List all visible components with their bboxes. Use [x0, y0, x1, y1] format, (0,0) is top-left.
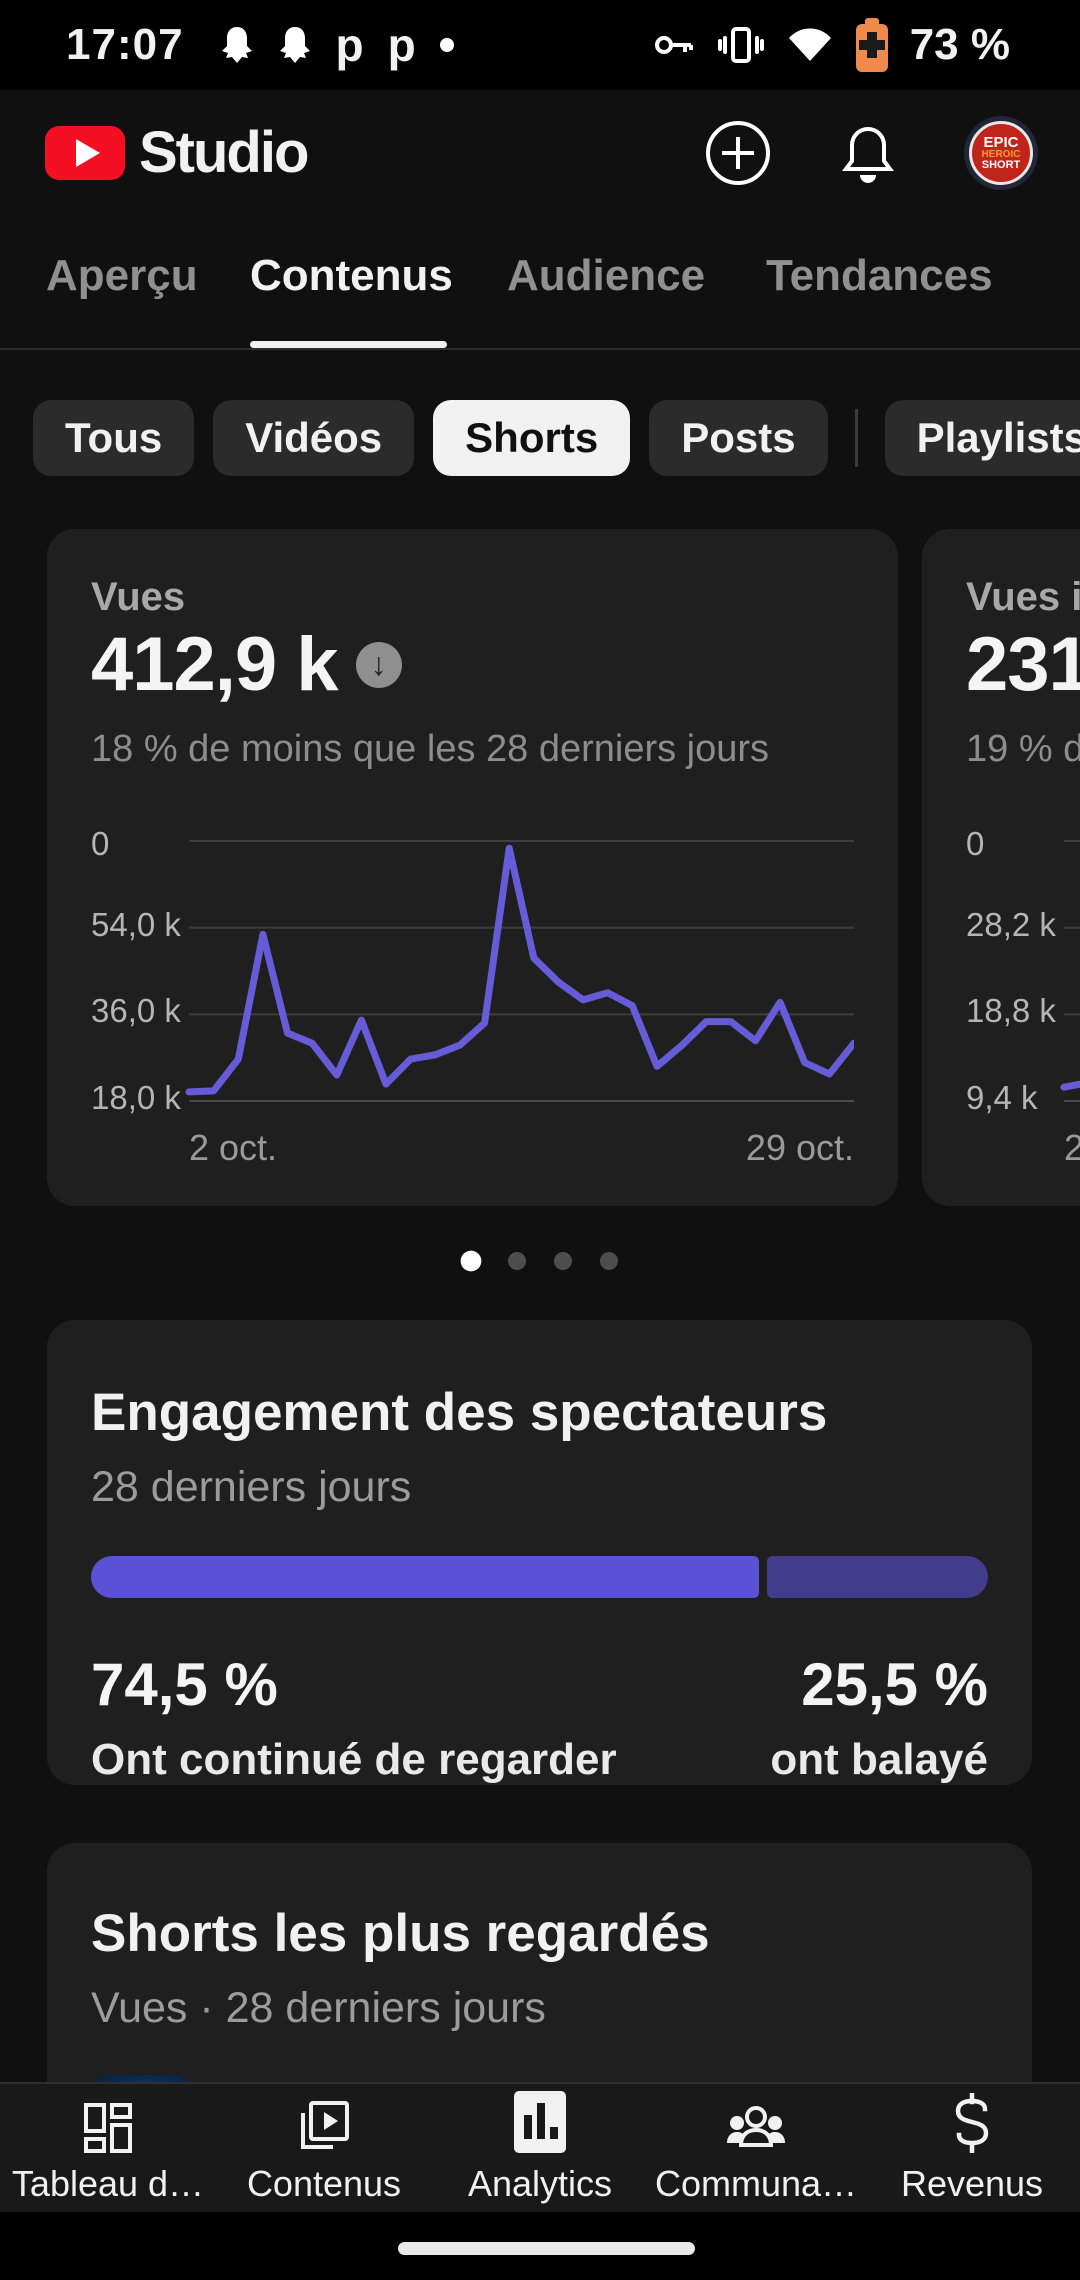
battery-percentage: 73 % [909, 20, 1010, 69]
snapchat-ghost-icon [221, 27, 252, 63]
pagination-dot[interactable] [508, 1252, 526, 1270]
nav-item-contenus[interactable]: Contenus [216, 2084, 432, 2212]
channel-avatar[interactable]: EPIC HEROIC SHORT [964, 115, 1038, 190]
dot-notification-icon [439, 38, 454, 52]
status-bar-system-icons: 73 % [652, 0, 1010, 90]
x-axis-end-label: 29 oct. [745, 1127, 854, 1168]
chip-posts[interactable]: Posts [649, 400, 828, 476]
x-axis-start-label: 2 [1064, 1127, 1080, 1168]
views-metric-card[interactable]: Vues 412,9 k ↓ 18 % de moins que les 28 … [47, 529, 898, 1206]
metric-value: 412,9 k [91, 622, 339, 707]
wifi-icon [788, 28, 831, 61]
notification-icons: p p [220, 22, 454, 68]
pagination-dot[interactable] [600, 1252, 618, 1270]
engagement-subtitle: 28 derniers jours [91, 1463, 412, 1511]
chip-tous[interactable]: Tous [33, 400, 195, 476]
metric-value: 231 [966, 622, 1080, 707]
battery-saver-icon [855, 18, 888, 72]
key-icon [654, 36, 693, 54]
swiped-percentage: 25,5 % [801, 1651, 988, 1718]
engagement-title: Engagement des spectateurs [91, 1383, 828, 1442]
top-shorts-subtitle: Vues · 28 derniers jours [91, 1984, 546, 2032]
analytics-icon-active [514, 2091, 566, 2153]
y-axis-tick: 18,0 k [91, 1079, 181, 1116]
youtube-logo-icon [45, 125, 125, 180]
pagination-dot[interactable] [554, 1252, 572, 1270]
tab-tendances[interactable]: Tendances [766, 251, 993, 300]
views-including-metric-card[interactable]: Vues i 231 19 % de 28,2 k 18,8 k 9,4 k 0… [922, 529, 1080, 1206]
contents-icon [297, 2091, 351, 2153]
dollar-icon [952, 2091, 992, 2153]
dashboard-icon [82, 2091, 134, 2153]
pagination-dot[interactable] [460, 1250, 482, 1272]
tab-apercu[interactable]: Aperçu [46, 251, 198, 300]
watched-percentage: 74,5 % [91, 1651, 278, 1718]
avatar-badge: EPIC HEROIC SHORT [969, 120, 1033, 185]
y-axis-tick: 54,0 k [91, 906, 181, 943]
views-line-chart: 54,0 k 36,0 k 18,0 k 0 2 oct. 29 oct. [91, 825, 854, 1168]
secondary-line-chart: 28,2 k 18,8 k 9,4 k 0 2 [966, 825, 1080, 1168]
engagement-bar-watched [91, 1556, 760, 1598]
metric-delta-text: 19 % de [966, 728, 1080, 770]
content-filter-chips: Tous Vidéos Shorts Posts Playlists [33, 400, 1080, 476]
y-axis-tick: 18,8 k [966, 992, 1056, 1029]
metric-delta-text: 18 % de moins que les 28 derniers jours [91, 728, 770, 770]
tab-contenus[interactable]: Contenus [250, 251, 453, 300]
vibrate-icon [717, 27, 764, 63]
notifications-bell-button[interactable] [838, 121, 898, 185]
status-bar: 17:07 p p 73 % [0, 0, 1080, 90]
p-app-notification-icon: p [387, 19, 416, 71]
nav-item-communaute[interactable]: Communa… [648, 2084, 864, 2212]
gesture-handle[interactable] [398, 2242, 695, 2255]
y-axis-tick: 28,2 k [966, 906, 1056, 943]
chip-shorts[interactable]: Shorts [433, 400, 631, 476]
snapchat-ghost-icon [279, 27, 310, 63]
chip-videos[interactable]: Vidéos [213, 400, 415, 476]
create-plus-button[interactable] [704, 119, 772, 187]
nav-item-tableau-de-bord[interactable]: Tableau d… [0, 2084, 216, 2212]
y-axis-tick: 0 [91, 825, 110, 862]
tab-audience[interactable]: Audience [507, 251, 706, 300]
p-app-notification-icon: p [335, 19, 364, 71]
y-axis-tick: 9,4 k [966, 1079, 1038, 1116]
metrics-carousel[interactable]: Vues 412,9 k ↓ 18 % de moins que les 28 … [0, 529, 1080, 1206]
trend-down-arrow-icon: ↓ [355, 641, 402, 688]
y-axis-tick: 36,0 k [91, 992, 181, 1029]
bottom-navigation: Tableau d… Contenus Analytics Communa… R… [0, 2082, 1080, 2212]
engagement-card[interactable]: Engagement des spectateurs 28 derniers j… [47, 1320, 1032, 1785]
chips-divider [854, 409, 858, 467]
community-icon [725, 2091, 787, 2153]
y-axis-tick: 0 [966, 825, 985, 862]
engagement-bar-swiped [767, 1556, 988, 1598]
metric-title: Vues i [966, 575, 1080, 619]
active-tab-indicator [250, 341, 447, 348]
app-header: Studio EPIC HEROIC SHORT [0, 90, 1080, 215]
nav-item-analytics[interactable]: Analytics [432, 2084, 648, 2212]
metric-title: Vues [91, 575, 186, 619]
app-title: Studio [139, 120, 309, 185]
watched-label: Ont continué de regarder [91, 1735, 617, 1784]
carousel-pagination [0, 1250, 1080, 1272]
system-gesture-area [0, 2212, 1080, 2280]
analytics-tab-bar: Aperçu Contenus Audience Tendances [0, 215, 1080, 350]
line-chart-canvas [1060, 840, 1080, 1102]
x-axis-start-label: 2 oct. [189, 1127, 278, 1168]
line-chart-canvas [185, 840, 854, 1102]
clock: 17:07 [66, 20, 184, 69]
chip-playlists[interactable]: Playlists [884, 400, 1080, 476]
swiped-label: ont balayé [770, 1735, 988, 1784]
nav-item-revenus[interactable]: Revenus [864, 2084, 1080, 2212]
engagement-ratio-bar [91, 1556, 988, 1598]
top-shorts-title: Shorts les plus regardés [91, 1904, 710, 1963]
